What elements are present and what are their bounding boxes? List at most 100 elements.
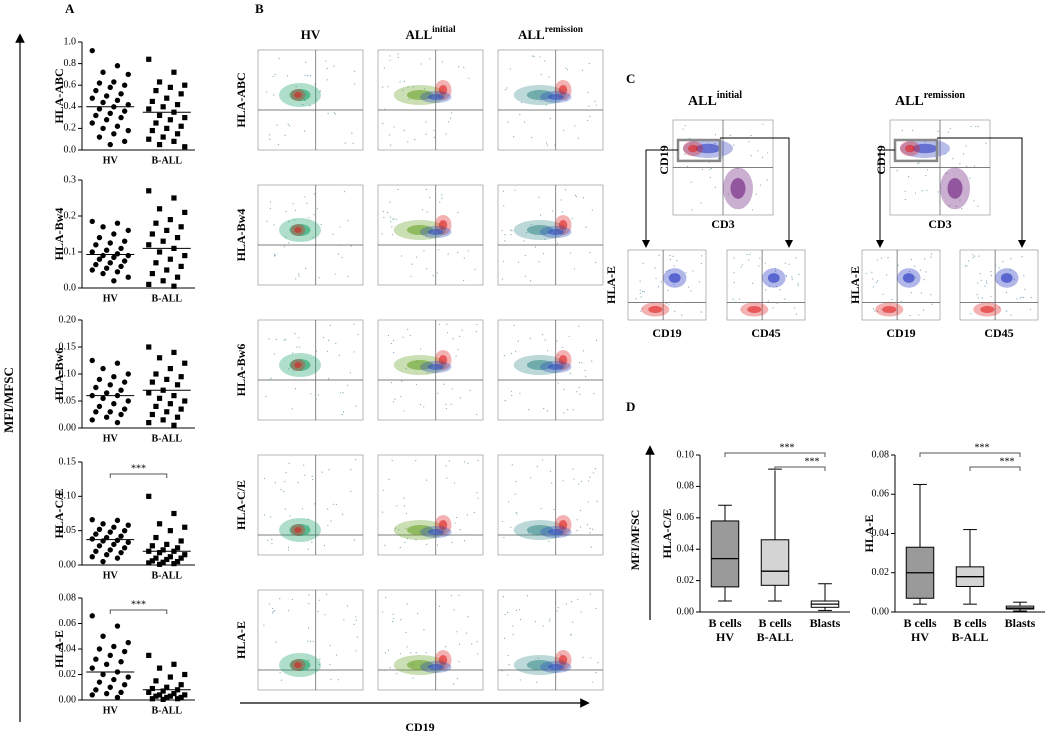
flow-dot [288, 125, 291, 127]
flow-dot [396, 673, 398, 675]
flow-dot [335, 342, 337, 344]
flow-dot [687, 166, 689, 168]
x-tick-label: B-ALL [952, 630, 989, 644]
flow-dot [393, 218, 395, 220]
flow-dot [573, 478, 575, 480]
flow-dot [357, 333, 359, 336]
flow-dot [673, 284, 675, 286]
flow-dot [284, 508, 286, 510]
data-point [100, 365, 106, 372]
flow-dot [897, 264, 899, 266]
flow-dot [397, 56, 399, 59]
flow-dot [382, 611, 384, 613]
data-point [118, 387, 124, 393]
flow-dot [453, 609, 455, 611]
flow-dot [937, 191, 939, 193]
data-point [178, 682, 184, 688]
flow-dot [425, 188, 428, 190]
data-point [182, 115, 188, 121]
flow-dot [589, 527, 591, 529]
data-point [149, 685, 155, 692]
flow-dot [332, 503, 335, 505]
flow-dot [435, 679, 437, 681]
flow-dot [349, 372, 351, 374]
flow-dot [407, 328, 409, 330]
data-point [182, 671, 188, 678]
data-point [89, 536, 95, 542]
flow-dot [463, 66, 465, 68]
flow-dot [776, 302, 779, 304]
flow-dot [424, 88, 426, 90]
flow-dot [405, 512, 408, 515]
flow-dot [798, 273, 800, 275]
flow-dot [592, 472, 594, 474]
flow-dot [399, 81, 401, 83]
flow-dot [311, 475, 313, 477]
flow-dot [972, 257, 974, 259]
flow-dot [296, 346, 298, 348]
flow-dot [540, 100, 542, 102]
flow-dot [590, 546, 592, 548]
flow-dot [347, 275, 349, 277]
flow-dot [515, 480, 517, 482]
flow-dot [587, 91, 589, 93]
flow-dot [325, 60, 327, 62]
flow-dot [562, 480, 564, 482]
flow-dot [767, 152, 769, 154]
flow-dot [355, 405, 357, 407]
flow-dot [714, 134, 717, 136]
data-point [89, 554, 95, 560]
flow-dot [326, 79, 328, 81]
data-point [156, 395, 163, 401]
flow-dot [520, 101, 523, 104]
flow-dot [904, 190, 906, 192]
flow-dot [685, 272, 687, 274]
flow-dot [303, 464, 305, 466]
flow-dot [974, 255, 976, 257]
flow-dot [503, 205, 505, 207]
data-point [167, 401, 173, 407]
flow-dot [382, 489, 384, 491]
data-point [178, 374, 184, 380]
y-axis-title: HLA-ABC [52, 68, 66, 123]
flow-dot [563, 388, 565, 390]
flow-dot [356, 636, 359, 638]
flow-dot [1023, 296, 1025, 299]
flow-dot [1010, 268, 1012, 270]
flow-dot [386, 212, 389, 214]
flow-dot [425, 479, 428, 481]
flow-dot [280, 679, 283, 681]
y-tick-label: 0.10 [677, 449, 695, 460]
flow-dot [1029, 308, 1031, 311]
data-point [156, 561, 163, 567]
data-point [89, 516, 95, 523]
flow-dot [459, 529, 461, 531]
data-point [178, 224, 184, 230]
flow-dot [580, 611, 582, 613]
data-point [182, 398, 188, 404]
flow-dot [937, 130, 939, 132]
data-point [96, 106, 103, 112]
flow-dot [733, 272, 735, 274]
y-tick-label: 0.10 [59, 368, 77, 379]
data-point [146, 652, 152, 658]
data-point [121, 527, 128, 534]
data-point [153, 260, 159, 266]
flow-dot [397, 529, 400, 531]
data-point [167, 217, 173, 223]
flow-dot [320, 223, 322, 225]
flow-dot [279, 598, 281, 600]
flow-dot [506, 87, 508, 89]
flow-dot [287, 123, 289, 126]
flow-dot [797, 284, 799, 287]
flow-population [294, 92, 302, 98]
significance-label: *** [780, 442, 795, 453]
flow-dot [287, 546, 289, 548]
flow-dot [567, 408, 569, 411]
flow-dot [524, 275, 526, 277]
data-point [89, 218, 95, 225]
flow-dot [531, 55, 534, 57]
flow-dot [534, 246, 537, 248]
data-point [160, 134, 166, 140]
flow-dot [469, 389, 471, 391]
